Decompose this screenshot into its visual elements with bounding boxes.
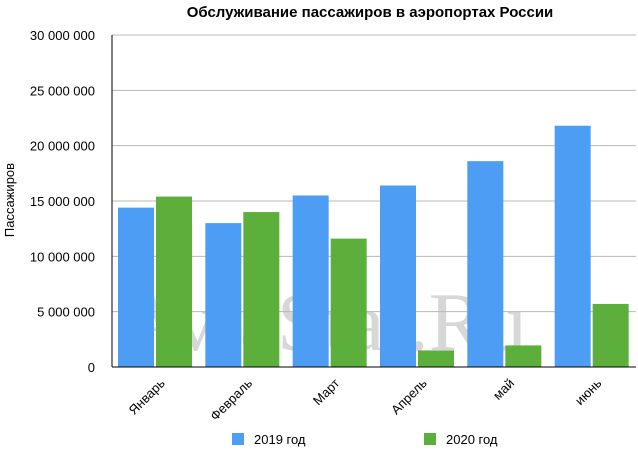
bar-2020: [330, 238, 367, 367]
y-tick-label: 25 000 000: [30, 83, 95, 98]
x-tick-label: май: [490, 376, 517, 403]
bar-2019: [118, 207, 154, 367]
bars: [118, 125, 629, 367]
bar-2020: [418, 350, 454, 367]
gridlines: [112, 34, 636, 313]
bar-2019: [554, 125, 591, 367]
y-tick-label: 5 000 000: [37, 305, 95, 320]
legend: 2019 год 2020 год: [232, 432, 498, 447]
bar-2020: [243, 212, 280, 367]
legend-label: 2020 год: [446, 432, 498, 447]
y-axis-label: Пассажиров: [2, 163, 17, 237]
bar-2019: [467, 161, 504, 367]
x-tick-label: Апрель: [388, 375, 430, 417]
legend-label: 2019 год: [254, 432, 306, 447]
y-tick-label: 15 000 000: [30, 194, 95, 209]
legend-swatch: [424, 433, 436, 445]
y-tick-label: 0: [88, 360, 95, 375]
legend-swatch: [232, 433, 244, 445]
bar-2019: [380, 185, 416, 367]
bar-2020: [156, 196, 192, 367]
x-tick-labels: Январь Февраль Март Апрель май июнь: [126, 375, 605, 423]
y-tick-label: 10 000 000: [30, 249, 95, 264]
bar-2020: [505, 345, 542, 367]
x-tick-label: июнь: [572, 375, 605, 408]
bar-2019: [205, 223, 242, 367]
x-tick-label: Январь: [126, 375, 168, 417]
x-tick-label: Февраль: [207, 375, 255, 423]
y-tick-label: 30 000 000: [30, 28, 95, 43]
bar-2019: [292, 195, 329, 367]
y-tick-labels: 0 5 000 000 10 000 000 15 000 000 20 000 000…: [30, 28, 95, 375]
bar-2020: [592, 303, 629, 367]
chart-title: Обслуживание пассажиров в аэропортах Рос…: [187, 4, 554, 21]
y-tick-label: 20 000 000: [30, 139, 95, 154]
x-tick-label: Март: [310, 375, 343, 408]
